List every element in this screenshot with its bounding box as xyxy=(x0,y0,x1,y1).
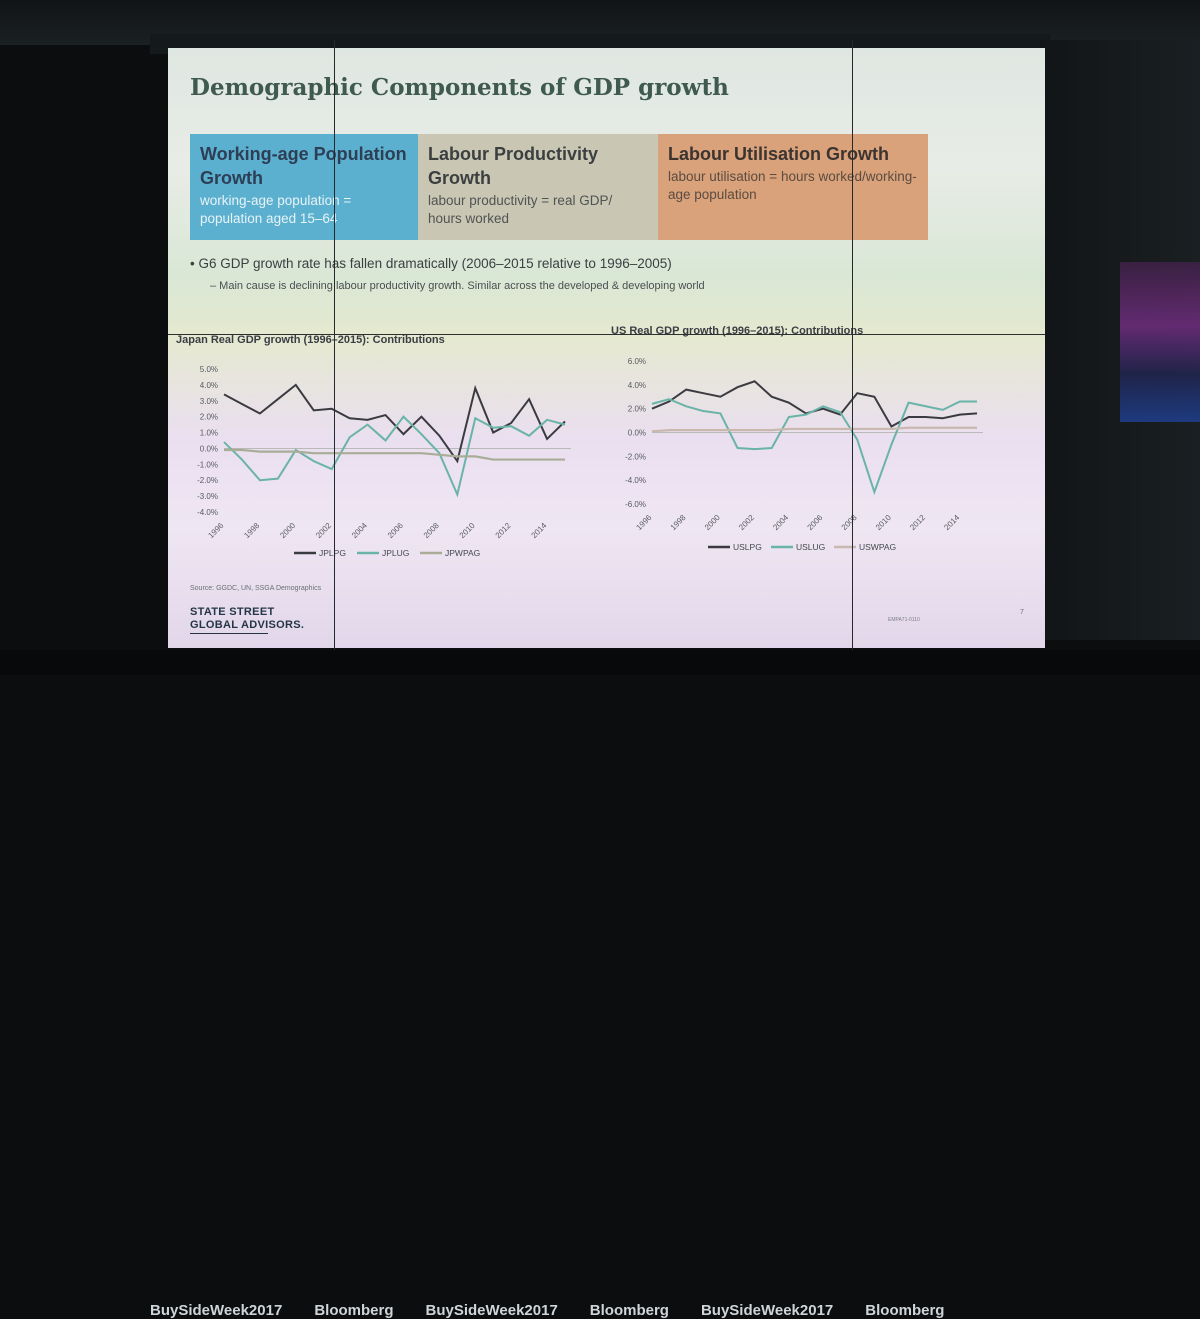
x-tick-label: 2006 xyxy=(386,521,405,540)
x-tick-label: 2008 xyxy=(840,513,859,532)
screen-seam-horizontal xyxy=(168,334,1045,335)
x-tick-label: 2012 xyxy=(908,513,927,532)
logo-line-1: STATE STREET xyxy=(190,606,275,618)
sponsor-banner-row: BuySideWeek2017 Bloomberg BuySideWeek201… xyxy=(150,1302,944,1319)
slide-title: Demographic Components of GDP growth xyxy=(190,74,729,101)
series-line-uslpg xyxy=(651,380,978,428)
y-tick-label: 2.0% xyxy=(628,405,646,414)
x-tick-label: 2000 xyxy=(703,513,722,532)
y-tick-label: 6.0% xyxy=(628,357,646,366)
x-tick-label: 1996 xyxy=(634,513,653,532)
y-tick-label: -1.0% xyxy=(197,460,218,469)
banner-item: BuySideWeek2017 xyxy=(150,1302,283,1319)
sponsor-banner: BuySideWeek2017 Bloomberg BuySideWeek201… xyxy=(0,650,1200,1319)
y-tick-label: -4.0% xyxy=(625,476,646,485)
working-age-box: Working-age Population Growth working-ag… xyxy=(190,134,418,240)
legend-label: USLPG xyxy=(733,542,762,552)
y-tick-label: -3.0% xyxy=(197,492,218,501)
x-tick-label: 2002 xyxy=(314,521,333,540)
series-line-uswpag xyxy=(651,426,977,433)
x-tick-label: 2000 xyxy=(278,521,297,540)
x-tick-label: 2014 xyxy=(530,521,549,540)
x-tick-label: 2008 xyxy=(422,521,441,540)
labour-utilisation-box: Labour Utilisation Growth labour utilisa… xyxy=(658,134,928,240)
working-age-text: working-age population = population aged… xyxy=(200,193,352,226)
labour-utilisation-heading: Labour Utilisation Growth xyxy=(668,144,889,164)
y-tick-label: 5.0% xyxy=(200,365,218,374)
legend-label: JPLPG xyxy=(319,548,346,558)
y-tick-label: -4.0% xyxy=(197,508,218,517)
series-line-uslug xyxy=(651,398,977,496)
banner-item: Bloomberg xyxy=(865,1302,945,1319)
y-tick-label: 3.0% xyxy=(200,397,218,406)
y-tick-label: 0.0% xyxy=(200,444,218,453)
x-tick-label: 2006 xyxy=(806,513,825,532)
reference-code: EMPA71-0110 xyxy=(888,617,920,623)
labour-productivity-box: Labour Productivity Growth labour produc… xyxy=(418,134,658,240)
x-tick-label: 2014 xyxy=(942,513,961,532)
screen-seam-left xyxy=(334,40,335,652)
x-tick-label: 1998 xyxy=(242,521,261,540)
legend-label: USWPAG xyxy=(859,542,896,552)
y-tick-label: 4.0% xyxy=(200,381,218,390)
bullet-sub: – Main cause is declining labour product… xyxy=(210,280,705,292)
screen-seam-right xyxy=(852,40,853,652)
y-tick-label: 0.0% xyxy=(628,429,646,438)
banner-item: BuySideWeek2017 xyxy=(700,1302,834,1319)
stage-light-display xyxy=(1120,262,1200,422)
x-tick-label: 1996 xyxy=(206,521,225,540)
x-tick-label: 1998 xyxy=(669,513,688,532)
series-line-jplpg xyxy=(223,383,566,464)
legend-label: JPWPAG xyxy=(445,548,480,558)
legend-label: USLUG xyxy=(796,542,825,552)
x-tick-label: 2002 xyxy=(737,513,756,532)
labour-productivity-heading: Labour Productivity Growth xyxy=(428,144,599,188)
logo-underline xyxy=(190,633,268,634)
series-line-jpwpag xyxy=(224,448,565,461)
source-note: Source: GGDC, UN, SSGA Demographics xyxy=(190,585,322,592)
working-age-heading: Working-age Population Growth xyxy=(200,144,407,188)
bullet-main: • G6 GDP growth rate has fallen dramatic… xyxy=(190,256,672,271)
y-tick-label: 4.0% xyxy=(628,381,646,390)
y-tick-label: -2.0% xyxy=(625,452,646,461)
y-tick-label: -6.0% xyxy=(625,500,646,509)
labour-productivity-text: labour productivity = real GDP/ hours wo… xyxy=(428,193,613,226)
y-tick-label: 2.0% xyxy=(200,413,218,422)
x-tick-label: 2010 xyxy=(874,513,893,532)
x-tick-label: 2010 xyxy=(458,521,477,540)
y-tick-label: 1.0% xyxy=(200,429,218,438)
x-tick-label: 2004 xyxy=(350,521,369,540)
banner-item: Bloomberg xyxy=(314,1302,394,1319)
japan-gdp-chart: 5.0% 4.0% 3.0% 2.0% 1.0% 0.0% -1.0% -2.0% -3.0% -… xyxy=(197,365,571,558)
projected-slide: Demographic Components of GDP growth Wor… xyxy=(168,48,1045,648)
banner-item: BuySideWeek2017 xyxy=(425,1302,558,1319)
us-chart-title: US Real GDP growth (1996–2015): Contribu… xyxy=(611,325,864,337)
labour-utilisation-text: labour utilisation = hours worked/workin… xyxy=(668,169,917,202)
us-gdp-chart: 6.0% 4.0% 2.0% 0.0% -2.0% -4.0% -6.0% 1996 1998 2… xyxy=(625,357,983,552)
japan-chart-title: Japan Real GDP growth (1996–2015): Contr… xyxy=(176,334,445,346)
series-line-jplug xyxy=(223,415,566,498)
x-tick-label: 2012 xyxy=(494,521,513,540)
legend-label: JPLUG xyxy=(382,548,409,558)
y-tick-label: -2.0% xyxy=(197,476,218,485)
x-tick-label: 2004 xyxy=(771,513,790,532)
logo-line-2: GLOBAL ADVISORS. xyxy=(190,619,305,631)
state-street-logo: STATE STREET GLOBAL ADVISORS. xyxy=(190,606,304,634)
slide-number: 7 xyxy=(1020,609,1024,616)
banner-item: Bloomberg xyxy=(589,1302,669,1319)
